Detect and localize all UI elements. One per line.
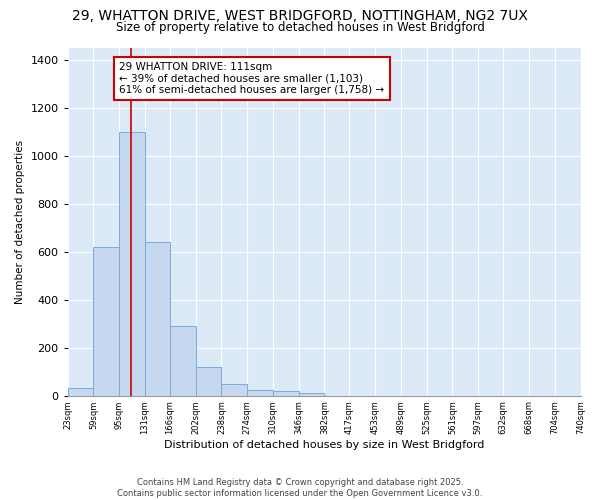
Bar (221, 384, 247, 396)
Bar (119, 132, 145, 396)
Y-axis label: Number of detached properties: Number of detached properties (15, 140, 25, 304)
Bar (247, 390, 273, 396)
Text: 29 WHATTON DRIVE: 111sqm
← 39% of detached houses are smaller (1,103)
61% of sem: 29 WHATTON DRIVE: 111sqm ← 39% of detach… (119, 62, 385, 95)
Bar (273, 391, 299, 396)
X-axis label: Distribution of detached houses by size in West Bridgford: Distribution of detached houses by size … (164, 440, 484, 450)
Text: Size of property relative to detached houses in West Bridgford: Size of property relative to detached ho… (116, 21, 484, 34)
Text: Contains HM Land Registry data © Crown copyright and database right 2025.
Contai: Contains HM Land Registry data © Crown c… (118, 478, 482, 498)
Bar (299, 393, 325, 396)
Bar (94, 246, 119, 396)
Bar (68, 388, 94, 396)
Text: 29, WHATTON DRIVE, WEST BRIDGFORD, NOTTINGHAM, NG2 7UX: 29, WHATTON DRIVE, WEST BRIDGFORD, NOTTI… (72, 9, 528, 23)
Bar (170, 326, 196, 396)
Bar (196, 367, 221, 396)
Bar (145, 242, 170, 396)
